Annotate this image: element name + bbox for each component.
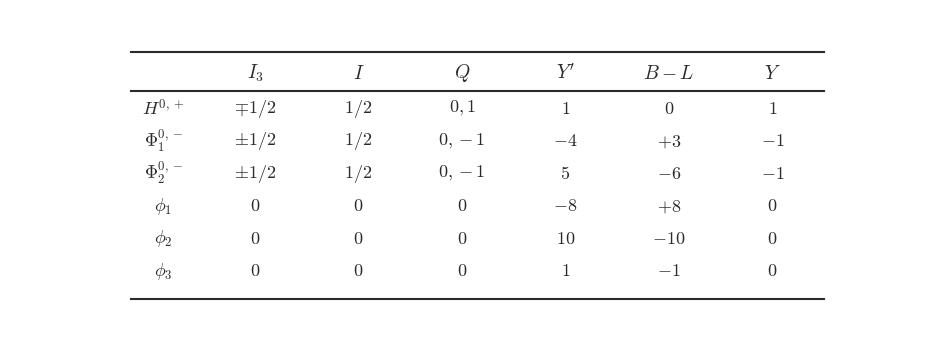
Text: $1$: $1$ <box>561 100 570 118</box>
Text: $0$: $0$ <box>767 197 778 215</box>
Text: $\phi_1$: $\phi_1$ <box>155 196 172 217</box>
Text: $H^{0,+}$: $H^{0,+}$ <box>143 99 185 119</box>
Text: $\pm 1/2$: $\pm 1/2$ <box>234 163 276 185</box>
Text: $0$: $0$ <box>250 197 260 215</box>
Text: $\mp 1/2$: $\mp 1/2$ <box>234 98 276 120</box>
Text: $+8$: $+8$ <box>657 197 681 215</box>
Text: $\pm 1/2$: $\pm 1/2$ <box>234 130 276 152</box>
Text: $10$: $10$ <box>555 230 575 248</box>
Text: $-10$: $-10$ <box>652 230 686 248</box>
Text: $I$: $I$ <box>352 64 364 83</box>
Text: $Y$: $Y$ <box>764 64 781 83</box>
Text: $1/2$: $1/2$ <box>345 163 373 185</box>
Text: $Y'$: $Y'$ <box>555 63 575 83</box>
Text: $0,-1$: $0,-1$ <box>438 164 486 183</box>
Text: $1$: $1$ <box>768 100 777 118</box>
Text: $0$: $0$ <box>767 230 778 248</box>
Text: $\Phi_1^{0,-}$: $\Phi_1^{0,-}$ <box>144 128 183 155</box>
Text: $Q$: $Q$ <box>454 62 470 84</box>
Text: $0$: $0$ <box>767 262 778 280</box>
Text: $B-L$: $B-L$ <box>643 64 694 83</box>
Text: $-8$: $-8$ <box>554 197 578 215</box>
Text: $1$: $1$ <box>561 262 570 280</box>
Text: $5$: $5$ <box>560 165 570 183</box>
Text: $-1$: $-1$ <box>761 165 785 183</box>
Text: $\Phi_2^{0,-}$: $\Phi_2^{0,-}$ <box>144 160 183 187</box>
Text: $0$: $0$ <box>457 197 467 215</box>
Text: $-1$: $-1$ <box>761 132 785 150</box>
Text: $\phi_2$: $\phi_2$ <box>154 228 172 249</box>
Text: $0$: $0$ <box>353 262 363 280</box>
Text: $+3$: $+3$ <box>657 132 681 150</box>
Text: $0$: $0$ <box>353 230 363 248</box>
Text: $0$: $0$ <box>664 100 674 118</box>
Text: $0$: $0$ <box>353 197 363 215</box>
Text: $-4$: $-4$ <box>554 132 578 150</box>
Text: $1/2$: $1/2$ <box>345 98 373 120</box>
Text: $\phi_3$: $\phi_3$ <box>154 260 172 282</box>
Text: $1/2$: $1/2$ <box>345 130 373 152</box>
Text: $0$: $0$ <box>457 262 467 280</box>
Text: $0$: $0$ <box>250 262 260 280</box>
Text: $0,1$: $0,1$ <box>448 99 475 118</box>
Text: $0,-1$: $0,-1$ <box>438 132 486 151</box>
Text: $I_3$: $I_3$ <box>247 63 264 84</box>
Text: $0$: $0$ <box>250 230 260 248</box>
Text: $-6$: $-6$ <box>657 165 681 183</box>
Text: $0$: $0$ <box>457 230 467 248</box>
Text: $-1$: $-1$ <box>657 262 681 280</box>
